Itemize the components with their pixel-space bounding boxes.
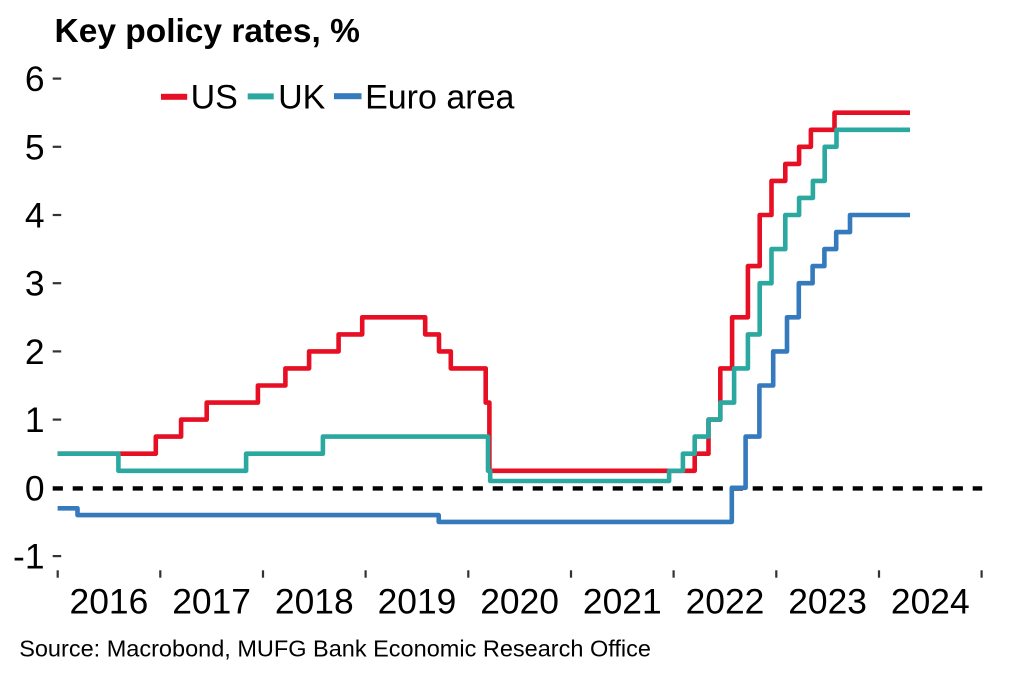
svg-text:2: 2: [25, 332, 45, 372]
svg-text:UK: UK: [278, 79, 326, 117]
svg-text:-1: -1: [13, 537, 44, 577]
svg-text:Euro area: Euro area: [365, 79, 514, 117]
svg-text:1: 1: [25, 400, 45, 440]
svg-text:5: 5: [25, 127, 45, 167]
svg-text:2016: 2016: [70, 581, 149, 621]
svg-text:2019: 2019: [378, 581, 457, 621]
svg-text:2021: 2021: [583, 581, 662, 621]
svg-text:4: 4: [25, 196, 45, 236]
svg-text:2023: 2023: [788, 581, 867, 621]
svg-text:US: US: [191, 79, 238, 117]
svg-text:2017: 2017: [172, 581, 251, 621]
svg-text:Source: Macrobond, MUFG Bank E: Source: Macrobond, MUFG Bank Economic Re…: [19, 635, 651, 661]
svg-text:2018: 2018: [275, 581, 354, 621]
svg-text:Key policy rates, %: Key policy rates, %: [55, 13, 360, 50]
svg-text:2020: 2020: [480, 581, 559, 621]
svg-text:0: 0: [25, 468, 45, 508]
svg-text:2022: 2022: [686, 581, 765, 621]
svg-text:6: 6: [25, 59, 45, 99]
svg-text:3: 3: [25, 264, 45, 304]
svg-text:2024: 2024: [891, 581, 970, 621]
